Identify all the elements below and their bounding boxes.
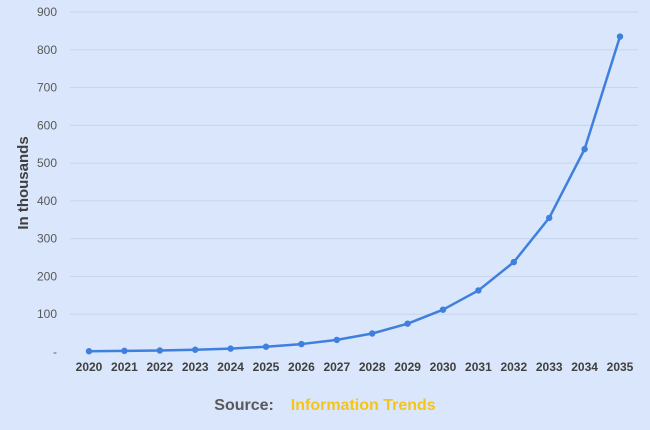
data-point <box>475 287 482 294</box>
x-tick-label: 2022 <box>146 360 173 374</box>
y-tick-label: 200 <box>37 269 57 283</box>
data-point <box>510 258 517 266</box>
x-tick-label: 2020 <box>76 360 103 374</box>
x-tick-label: 2026 <box>288 360 315 374</box>
y-tick-label: 800 <box>37 43 57 57</box>
y-tick-label: 700 <box>37 81 57 95</box>
data-point <box>121 347 128 355</box>
series-layer <box>85 33 624 355</box>
y-axis-title: In thousands <box>15 136 32 229</box>
data-point <box>616 33 624 40</box>
data-point <box>298 340 305 348</box>
x-tick-label: 2024 <box>217 360 244 374</box>
x-tick-label: 2030 <box>430 360 457 374</box>
x-tick-label: 2032 <box>500 360 527 374</box>
gridlines <box>70 11 638 315</box>
y-tick-label: 500 <box>37 156 57 170</box>
data-point <box>227 345 234 352</box>
x-tick-label: 2021 <box>111 360 138 374</box>
x-axis-ticks: 2020 2021 2022 2023 2024 2025 2026 2027 2028 2029… <box>76 360 634 374</box>
x-tick-label: 2033 <box>536 360 563 374</box>
source-caption: Source: Information Trends <box>0 397 650 415</box>
series-line <box>88 36 622 353</box>
data-point <box>439 306 447 313</box>
x-tick-label: 2035 <box>607 360 634 374</box>
y-tick-label: 400 <box>37 194 57 208</box>
y-tick-label: - <box>53 345 57 359</box>
data-point <box>546 214 553 222</box>
data-point <box>581 145 588 153</box>
data-point <box>85 348 93 355</box>
y-axis-ticks: - 100 200 300 400 500 600 700 800 900 <box>37 5 57 359</box>
data-point <box>369 330 376 337</box>
y-tick-label: 600 <box>37 118 57 132</box>
x-tick-label: 2027 <box>323 360 350 374</box>
data-point <box>262 343 270 350</box>
data-point <box>333 336 340 344</box>
data-point <box>404 320 411 327</box>
x-tick-label: 2023 <box>182 360 209 374</box>
source-label: Source: <box>214 397 274 414</box>
data-point <box>156 347 163 354</box>
y-tick-label: 900 <box>37 5 57 19</box>
x-tick-label: 2029 <box>394 360 421 374</box>
x-tick-label: 2028 <box>359 360 386 374</box>
source-value: Information Trends <box>290 397 436 414</box>
x-tick-label: 2031 <box>465 360 492 374</box>
x-tick-label: 2025 <box>253 360 280 374</box>
y-tick-label: 300 <box>37 232 57 246</box>
x-tick-label: 2034 <box>571 360 598 374</box>
data-point <box>192 346 199 353</box>
y-tick-label: 100 <box>37 307 57 321</box>
